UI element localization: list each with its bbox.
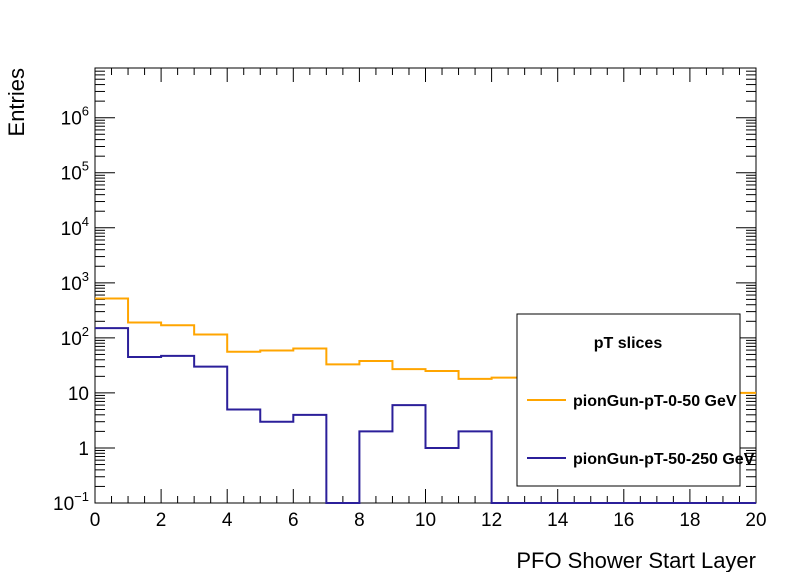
y-tick-label: 10−1 bbox=[53, 489, 89, 515]
axis-tick-labels: 0 2 4 6 8 10 12 14 16 18 20 10−1 1 10 102 103 104 105 106 bbox=[53, 104, 767, 531]
y-tick-label: 104 bbox=[61, 214, 89, 240]
legend: pT slices pionGun-pT-0-50 GeV pionGun-pT… bbox=[516, 313, 755, 487]
y-tick-label: 1 bbox=[78, 439, 89, 460]
x-tick-label: 14 bbox=[547, 510, 569, 531]
x-tick-label: 2 bbox=[156, 510, 167, 531]
x-tick-label: 20 bbox=[745, 510, 766, 531]
x-tick-label: 10 bbox=[415, 510, 436, 531]
y-tick-label: 105 bbox=[61, 159, 89, 185]
x-tick-label: 12 bbox=[481, 510, 502, 531]
x-tick-label: 0 bbox=[90, 510, 101, 531]
y-tick-label: 10 bbox=[68, 384, 89, 405]
x-tick-label: 16 bbox=[613, 510, 634, 531]
y-axis-label: Entries bbox=[4, 68, 29, 136]
x-tick-label: 4 bbox=[222, 510, 233, 531]
x-tick-label: 6 bbox=[288, 510, 299, 531]
axis-ticks bbox=[94, 67, 757, 504]
legend-entry-pt-50-250: pionGun-pT-50-250 GeV bbox=[573, 451, 755, 468]
legend-title: pT slices bbox=[594, 335, 663, 352]
legend-entry-pt-0-50: pionGun-pT-0-50 GeV bbox=[573, 393, 737, 410]
x-tick-label: 8 bbox=[354, 510, 365, 531]
x-tick-label: 18 bbox=[679, 510, 700, 531]
y-tick-label: 106 bbox=[61, 104, 89, 130]
y-tick-label: 102 bbox=[61, 324, 89, 350]
x-axis-label: PFO Shower Start Layer bbox=[516, 548, 756, 572]
y-tick-label: 103 bbox=[61, 269, 89, 295]
series-1-step-line bbox=[95, 327, 756, 504]
